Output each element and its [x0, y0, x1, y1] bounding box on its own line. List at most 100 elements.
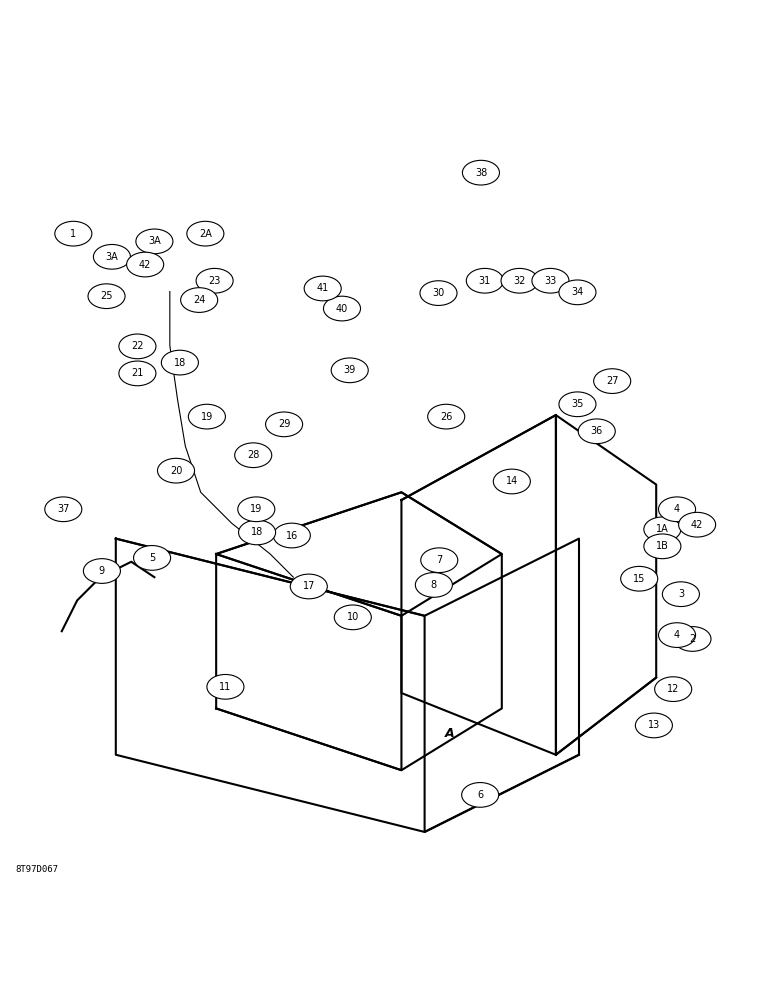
Ellipse shape — [55, 221, 92, 246]
Ellipse shape — [119, 334, 156, 359]
Text: 15: 15 — [633, 574, 645, 584]
Text: 19: 19 — [201, 412, 213, 422]
Text: 32: 32 — [513, 276, 526, 286]
Text: 3: 3 — [678, 589, 684, 599]
Text: 30: 30 — [432, 288, 445, 298]
Text: 24: 24 — [193, 295, 205, 305]
Text: 8T97D067: 8T97D067 — [15, 865, 59, 874]
Text: 5: 5 — [149, 553, 155, 563]
Text: 35: 35 — [571, 399, 584, 409]
Text: 6: 6 — [477, 790, 483, 800]
Ellipse shape — [659, 497, 696, 522]
Ellipse shape — [644, 534, 681, 559]
Ellipse shape — [578, 419, 615, 444]
Ellipse shape — [662, 582, 699, 607]
Text: 22: 22 — [131, 341, 144, 351]
Ellipse shape — [501, 268, 538, 293]
Ellipse shape — [136, 229, 173, 254]
Text: 38: 38 — [475, 168, 487, 178]
Text: 40: 40 — [336, 304, 348, 314]
Ellipse shape — [196, 268, 233, 293]
Text: 26: 26 — [440, 412, 452, 422]
Text: 31: 31 — [479, 276, 491, 286]
Ellipse shape — [420, 281, 457, 305]
Text: 29: 29 — [278, 419, 290, 429]
Ellipse shape — [331, 358, 368, 383]
Ellipse shape — [466, 268, 503, 293]
Text: 39: 39 — [344, 365, 356, 375]
Ellipse shape — [181, 288, 218, 312]
Ellipse shape — [93, 244, 130, 269]
Text: 19: 19 — [250, 504, 262, 514]
Ellipse shape — [157, 458, 195, 483]
Ellipse shape — [659, 623, 696, 647]
Text: 10: 10 — [347, 612, 359, 622]
Ellipse shape — [532, 268, 569, 293]
Text: 12: 12 — [667, 684, 679, 694]
Text: 3A: 3A — [106, 252, 118, 262]
Ellipse shape — [188, 404, 225, 429]
Ellipse shape — [679, 512, 716, 537]
Ellipse shape — [83, 559, 120, 583]
Text: 3A: 3A — [148, 236, 161, 246]
Ellipse shape — [621, 566, 658, 591]
Text: 14: 14 — [506, 476, 518, 486]
Ellipse shape — [323, 296, 361, 321]
Text: 42: 42 — [691, 520, 703, 530]
Text: 1A: 1A — [656, 524, 669, 534]
Text: 18: 18 — [251, 527, 263, 537]
Ellipse shape — [239, 520, 276, 545]
Text: 20: 20 — [170, 466, 182, 476]
Text: 8: 8 — [431, 580, 437, 590]
Ellipse shape — [127, 252, 164, 277]
Text: 16: 16 — [286, 531, 298, 541]
Text: 11: 11 — [219, 682, 232, 692]
Text: 2A: 2A — [199, 229, 212, 239]
Text: 34: 34 — [571, 287, 584, 297]
Ellipse shape — [334, 605, 371, 630]
Ellipse shape — [462, 783, 499, 807]
Text: 36: 36 — [591, 426, 603, 436]
Ellipse shape — [655, 677, 692, 701]
Ellipse shape — [304, 276, 341, 301]
Text: 41: 41 — [317, 283, 329, 293]
Ellipse shape — [594, 369, 631, 393]
Ellipse shape — [88, 284, 125, 309]
Text: 17: 17 — [303, 581, 315, 591]
Ellipse shape — [421, 548, 458, 573]
Text: A: A — [445, 727, 454, 740]
Text: 25: 25 — [100, 291, 113, 301]
Text: 1B: 1B — [656, 541, 669, 551]
Ellipse shape — [559, 392, 596, 417]
Ellipse shape — [674, 627, 711, 651]
Text: 21: 21 — [131, 368, 144, 378]
Text: 28: 28 — [247, 450, 259, 460]
Text: 23: 23 — [208, 276, 221, 286]
Text: 37: 37 — [57, 504, 69, 514]
Text: 4: 4 — [674, 504, 680, 514]
Text: 42: 42 — [139, 260, 151, 270]
Ellipse shape — [119, 361, 156, 386]
Ellipse shape — [266, 412, 303, 437]
Text: 9: 9 — [99, 566, 105, 576]
Ellipse shape — [635, 713, 672, 738]
Ellipse shape — [187, 221, 224, 246]
Ellipse shape — [134, 546, 171, 570]
Ellipse shape — [290, 574, 327, 599]
Text: 18: 18 — [174, 358, 186, 368]
Text: 7: 7 — [436, 555, 442, 565]
Text: A: A — [357, 364, 366, 377]
Ellipse shape — [415, 573, 452, 597]
Ellipse shape — [238, 497, 275, 522]
Text: 4: 4 — [674, 630, 680, 640]
Text: 27: 27 — [606, 376, 618, 386]
Ellipse shape — [428, 404, 465, 429]
Ellipse shape — [559, 280, 596, 305]
Text: 2: 2 — [689, 634, 696, 644]
Ellipse shape — [235, 443, 272, 468]
Ellipse shape — [161, 350, 198, 375]
Text: 1: 1 — [70, 229, 76, 239]
Ellipse shape — [644, 517, 681, 542]
Text: 33: 33 — [544, 276, 557, 286]
Ellipse shape — [462, 160, 499, 185]
